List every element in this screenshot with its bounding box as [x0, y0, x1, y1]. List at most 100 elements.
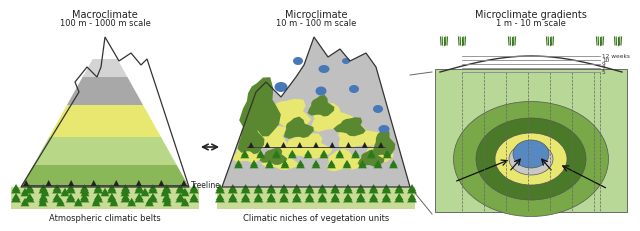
Polygon shape — [279, 187, 289, 194]
Ellipse shape — [513, 140, 549, 168]
Text: Microclimate gradients: Microclimate gradients — [475, 10, 587, 20]
Polygon shape — [389, 163, 398, 169]
Polygon shape — [343, 196, 353, 203]
Polygon shape — [67, 184, 75, 191]
Polygon shape — [215, 196, 225, 203]
Polygon shape — [79, 196, 90, 203]
Ellipse shape — [454, 102, 609, 217]
Polygon shape — [280, 193, 289, 201]
Ellipse shape — [373, 106, 383, 113]
Polygon shape — [356, 196, 366, 203]
Polygon shape — [317, 187, 328, 194]
Polygon shape — [254, 193, 263, 201]
Polygon shape — [305, 193, 314, 201]
Text: Treeline: Treeline — [191, 181, 221, 190]
Polygon shape — [11, 187, 21, 194]
Text: 1 m - 10 m scale: 1 m - 10 m scale — [496, 19, 566, 28]
Polygon shape — [362, 142, 368, 148]
Polygon shape — [395, 184, 404, 191]
Polygon shape — [163, 201, 172, 207]
Polygon shape — [101, 188, 109, 195]
Polygon shape — [189, 184, 198, 191]
Polygon shape — [134, 196, 144, 203]
Polygon shape — [26, 193, 34, 201]
Polygon shape — [38, 201, 47, 207]
Polygon shape — [52, 193, 61, 201]
Text: 12 weeks: 12 weeks — [602, 54, 630, 59]
Polygon shape — [232, 143, 264, 163]
Ellipse shape — [495, 134, 567, 185]
Polygon shape — [358, 150, 385, 167]
Polygon shape — [61, 188, 69, 195]
Polygon shape — [296, 163, 305, 169]
Polygon shape — [373, 163, 383, 169]
Polygon shape — [435, 70, 627, 212]
Polygon shape — [91, 180, 97, 186]
Polygon shape — [260, 99, 311, 129]
Polygon shape — [395, 193, 404, 201]
Polygon shape — [279, 196, 289, 203]
Polygon shape — [120, 196, 131, 203]
Polygon shape — [280, 142, 287, 148]
Polygon shape — [250, 160, 258, 167]
Polygon shape — [318, 184, 327, 191]
Text: 10: 10 — [602, 58, 609, 63]
Polygon shape — [21, 185, 189, 187]
Polygon shape — [56, 201, 65, 207]
Polygon shape — [381, 187, 392, 194]
Ellipse shape — [349, 86, 359, 94]
Polygon shape — [318, 193, 327, 201]
Polygon shape — [52, 196, 62, 203]
Polygon shape — [313, 142, 319, 148]
Polygon shape — [358, 160, 366, 167]
Polygon shape — [317, 196, 328, 203]
Polygon shape — [74, 198, 82, 204]
Polygon shape — [320, 150, 328, 157]
Polygon shape — [189, 187, 199, 194]
Polygon shape — [390, 160, 397, 167]
Polygon shape — [94, 184, 102, 191]
Polygon shape — [68, 180, 74, 186]
Polygon shape — [241, 193, 250, 201]
Polygon shape — [281, 160, 289, 167]
Polygon shape — [280, 163, 289, 169]
Polygon shape — [356, 184, 365, 191]
Polygon shape — [292, 196, 302, 203]
Polygon shape — [161, 187, 172, 194]
Polygon shape — [108, 184, 116, 191]
Polygon shape — [83, 60, 127, 78]
Ellipse shape — [293, 58, 303, 66]
Polygon shape — [163, 193, 171, 201]
Polygon shape — [127, 201, 136, 207]
Text: 5: 5 — [602, 70, 605, 75]
Polygon shape — [280, 184, 289, 191]
Polygon shape — [241, 196, 251, 203]
Polygon shape — [20, 191, 29, 196]
Polygon shape — [237, 120, 264, 155]
Polygon shape — [292, 184, 301, 191]
Ellipse shape — [378, 125, 390, 134]
Polygon shape — [311, 103, 353, 132]
Polygon shape — [228, 196, 238, 203]
Polygon shape — [136, 180, 142, 186]
Polygon shape — [145, 198, 154, 204]
Polygon shape — [228, 193, 237, 201]
Polygon shape — [128, 198, 136, 204]
Polygon shape — [266, 196, 276, 203]
Polygon shape — [284, 117, 314, 139]
Polygon shape — [351, 150, 360, 157]
Polygon shape — [23, 180, 29, 186]
Polygon shape — [264, 142, 270, 148]
Polygon shape — [382, 184, 390, 191]
Polygon shape — [222, 38, 410, 187]
Polygon shape — [100, 191, 109, 196]
Polygon shape — [394, 196, 404, 203]
Polygon shape — [394, 187, 404, 194]
Polygon shape — [81, 191, 90, 196]
Polygon shape — [189, 193, 198, 201]
Polygon shape — [25, 196, 35, 203]
Polygon shape — [234, 163, 243, 169]
Polygon shape — [158, 180, 164, 186]
Polygon shape — [110, 198, 118, 204]
Ellipse shape — [342, 59, 350, 65]
